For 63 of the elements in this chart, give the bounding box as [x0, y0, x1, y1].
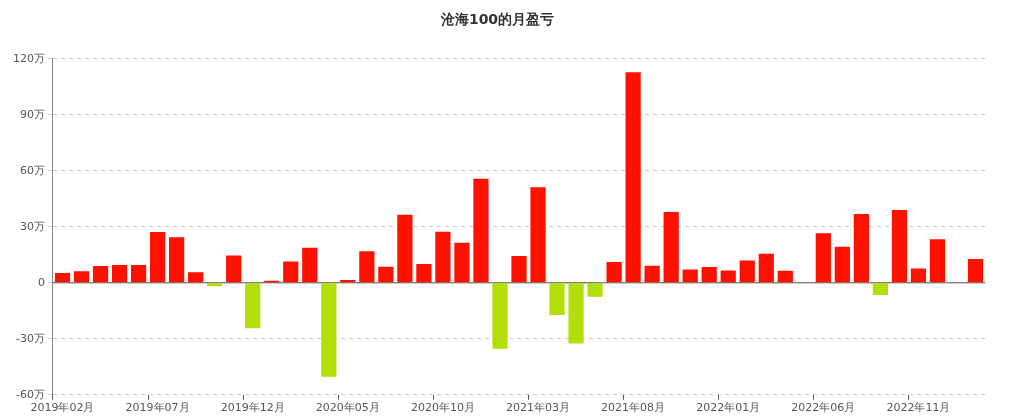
bar: [92, 266, 109, 283]
bar: [606, 262, 622, 283]
bar: [245, 283, 261, 329]
y-tick-label: 60万: [20, 163, 45, 177]
bar: [511, 255, 527, 283]
bar: [302, 247, 318, 283]
bar: [226, 255, 242, 283]
y-tick-label: 120万: [13, 51, 45, 65]
bar: [130, 264, 147, 283]
bar: [111, 264, 128, 283]
bar: [625, 72, 641, 283]
x-tick-label: 2022年11月: [886, 401, 951, 415]
bar: [473, 178, 489, 283]
y-tick-label: 30万: [20, 219, 45, 233]
x-tick-label: 2021年08月: [601, 401, 666, 415]
bar: [701, 267, 717, 283]
bar: [910, 268, 927, 283]
bar: [397, 214, 413, 283]
bar: [188, 272, 204, 283]
bar: [682, 269, 698, 283]
y-tick-label: 0: [38, 275, 45, 289]
bar: [891, 210, 908, 283]
x-tick-label: 2022年06月: [791, 401, 856, 415]
bar: [777, 270, 793, 283]
bar: [454, 242, 470, 283]
x-tick-label: 2019年02月: [30, 401, 95, 415]
bar: [758, 253, 774, 283]
bar: [853, 214, 869, 283]
x-tick-label: 2020年10月: [410, 401, 475, 415]
bar: [720, 270, 736, 283]
x-tick-label: 2019年07月: [125, 401, 190, 415]
bar: [663, 212, 679, 283]
bar: [739, 260, 755, 283]
bar: [568, 283, 584, 344]
bar: [54, 272, 71, 283]
chart-title: 沧海100的月盈亏: [439, 11, 555, 28]
bar: [549, 283, 565, 316]
y-tick-label: 90万: [20, 107, 45, 121]
bar: [872, 283, 888, 296]
x-tick-label: 2019年12月: [220, 401, 285, 415]
bar: [929, 239, 946, 283]
bar: [283, 261, 299, 283]
bar: [416, 263, 432, 283]
bar: [815, 233, 831, 283]
x-tick-label: 2020年05月: [315, 401, 380, 415]
bar: [492, 283, 508, 349]
bar: [644, 265, 660, 283]
x-tick-label: 2021年03月: [506, 401, 571, 415]
bar: [378, 266, 394, 283]
bar: [150, 232, 166, 283]
y-tick-label: -60万: [16, 387, 45, 401]
bar: [359, 251, 375, 283]
bar: [530, 187, 546, 283]
x-tick-label: 2022年01月: [696, 401, 761, 415]
y-tick-label: -30万: [16, 331, 45, 345]
bar: [321, 283, 337, 377]
bar: [587, 283, 603, 297]
bar: [967, 258, 984, 283]
bar: [834, 246, 850, 283]
bar: [73, 271, 90, 283]
bar: [169, 237, 185, 283]
bar: [435, 231, 451, 283]
bar: [207, 283, 223, 287]
